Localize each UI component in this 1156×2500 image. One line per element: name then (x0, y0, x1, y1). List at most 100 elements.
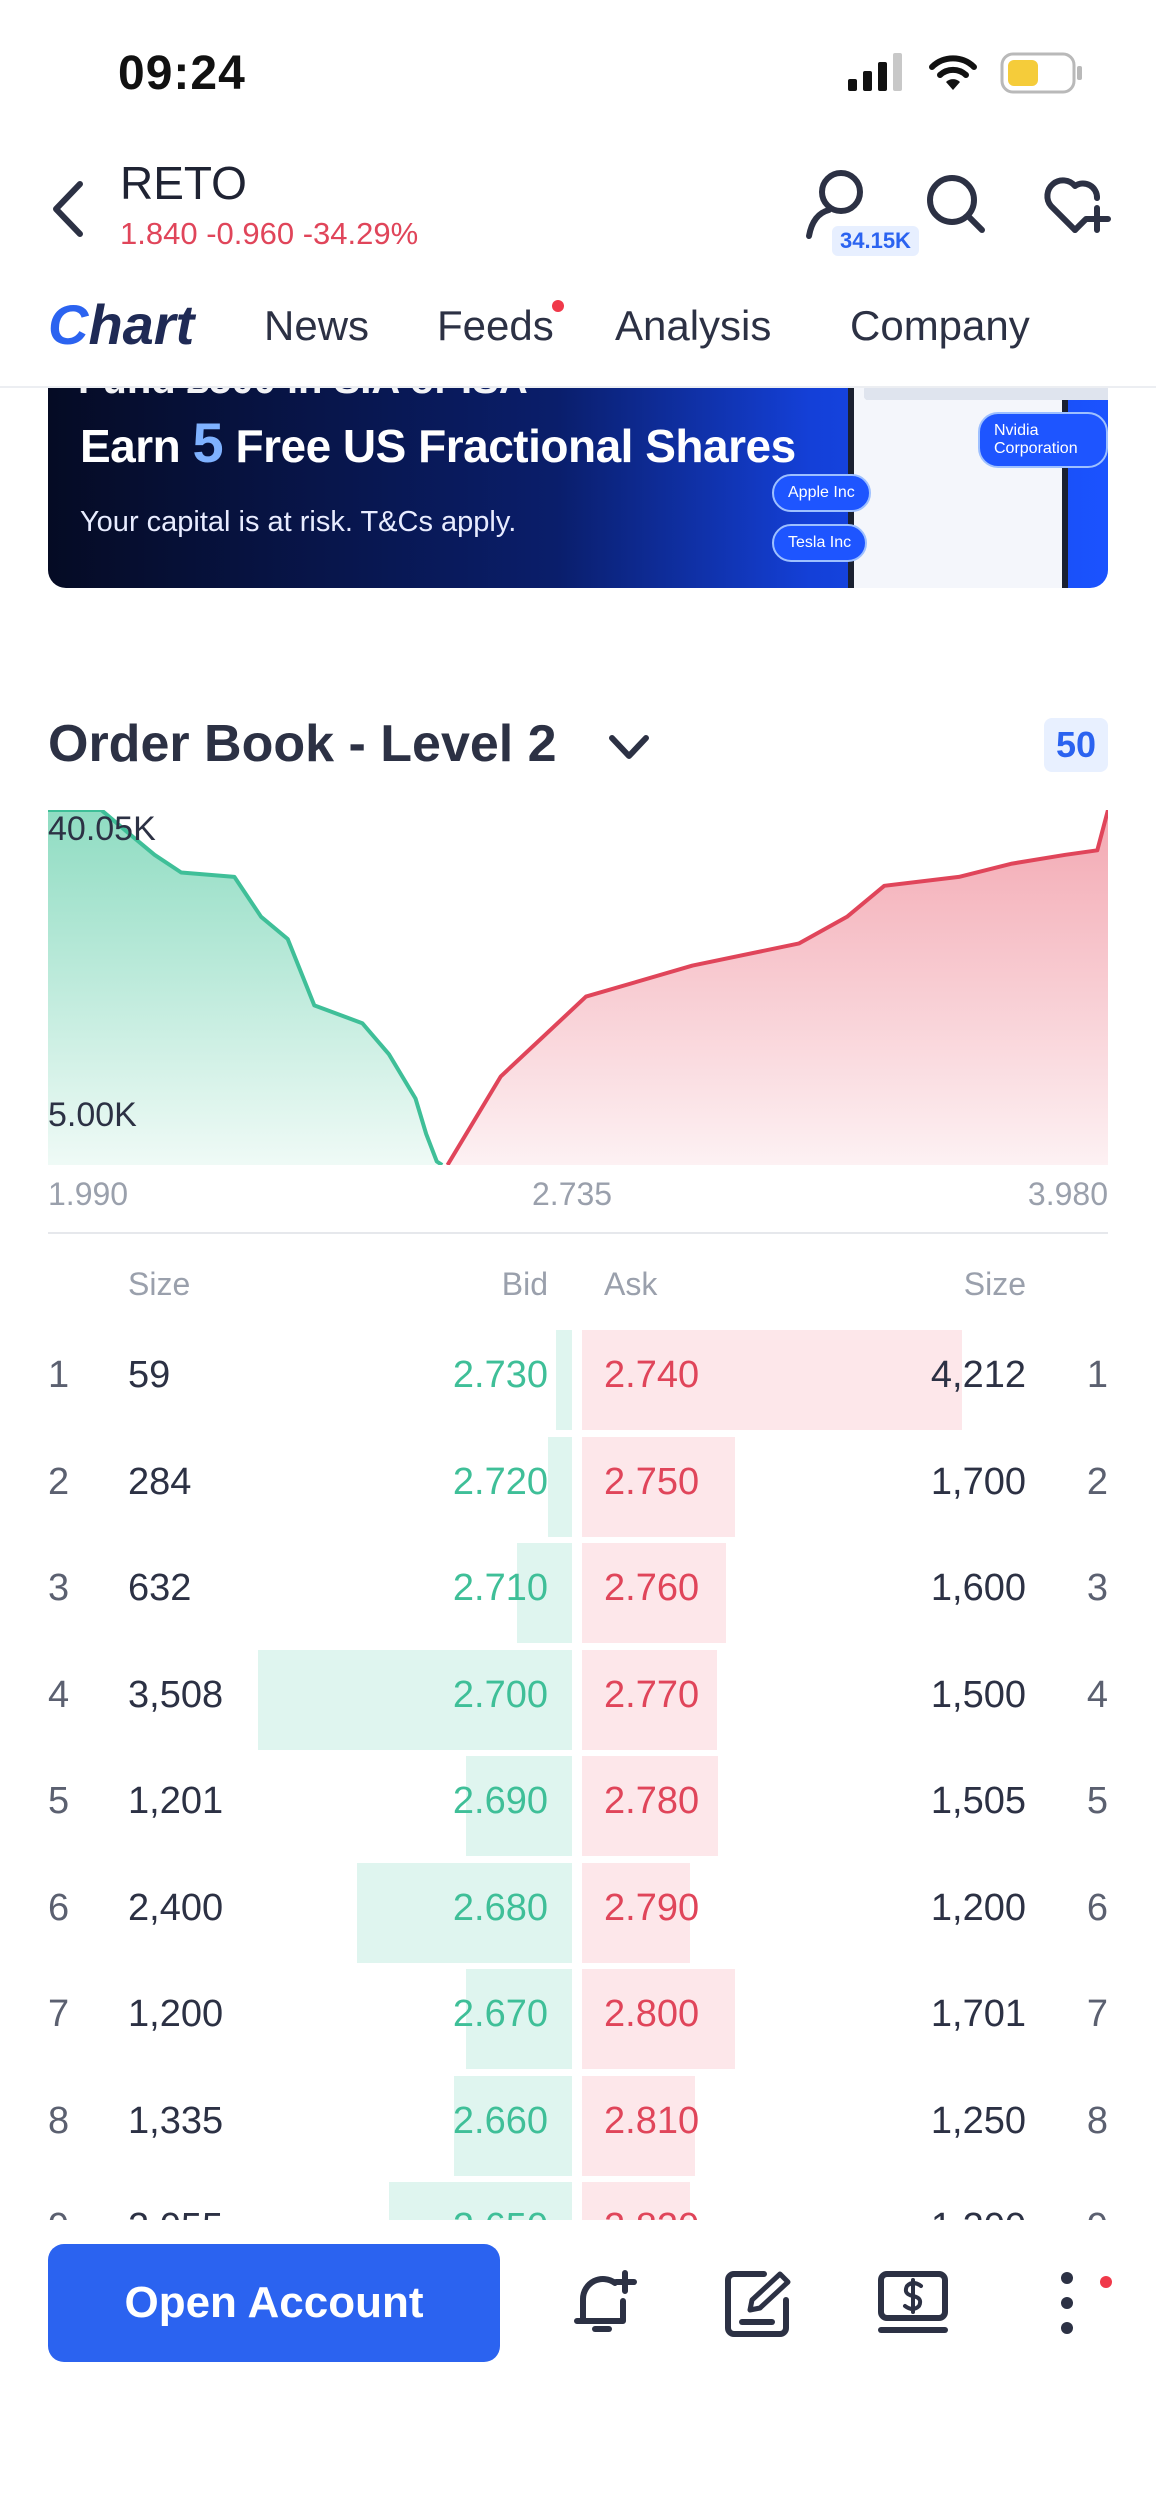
table-row[interactable]: 2 284 2.720 2.750 1,700 2 (0, 1427, 1156, 1537)
search-icon (927, 175, 985, 233)
bid-price: 2.680 (452, 1886, 548, 1929)
ask-size: 1,700 (930, 1460, 1026, 1503)
dollar-card-icon (878, 2271, 948, 2333)
table-row[interactable]: 1 59 2.730 2.740 4,212 1 (0, 1320, 1156, 1430)
ask-size: 1,200 (931, 2206, 1026, 2220)
ask-size: 1,200 (930, 1886, 1026, 1929)
chevron-down-icon[interactable] (606, 728, 652, 768)
header-actions: 34.15K (756, 164, 1116, 256)
ask-price: 2.740 (604, 1354, 700, 1396)
bid-level-index: 2 (48, 1460, 70, 1503)
bid-volume-bar (548, 1436, 574, 1537)
order-book-title[interactable]: Order Book - Level 2 (48, 715, 557, 773)
bid-volume-bar (258, 1649, 574, 1750)
ask-price: 2.780 (604, 1780, 700, 1822)
back-arrow-icon[interactable] (44, 174, 94, 244)
ask-size: 1,600 (930, 1567, 1026, 1609)
ask-volume-bar (582, 1756, 718, 1856)
depth-y-min-label: 5.00K (48, 1096, 137, 1134)
watchlist-add-button[interactable] (1036, 164, 1116, 244)
edit-note-icon (725, 2271, 791, 2337)
ask-price: 2.800 (604, 1993, 700, 2035)
tab-bar: Chart News Feeds Analysis Company (0, 290, 1156, 388)
ask-volume-bar (582, 1649, 717, 1750)
tab-chart[interactable]: Chart (48, 293, 195, 356)
banner-pill-tesla: Tesla Inc (772, 524, 868, 562)
ask-volume-bar (582, 1436, 735, 1537)
bid-size: 59 (128, 1354, 171, 1396)
ask-size: 1,500 (930, 1673, 1026, 1716)
person-icon (806, 170, 863, 239)
ask-level-index: 8 (1086, 2099, 1108, 2142)
bid-volume-bar (389, 2182, 574, 2220)
followers-button[interactable]: 34.15K (796, 164, 919, 256)
bid-price: 2.650 (453, 2206, 548, 2220)
order-book-rows: 1 59 2.730 2.740 4,212 1 2 284 2.720 2.750 1,700 2 3… (0, 1320, 1156, 2220)
bid-price: 2.710 (452, 1567, 548, 1609)
bid-volume-bar (466, 1756, 574, 1856)
bid-price: 2.660 (452, 2099, 548, 2142)
more-notification-dot (1100, 2276, 1112, 2288)
ask-depth-area (447, 810, 1108, 1165)
depth-x-mid-label: 2.735 (532, 1176, 613, 1212)
ask-volume-bar (582, 1862, 690, 1963)
ask-price: 2.790 (604, 1886, 700, 1929)
promo-banner[interactable]: Fund £500 in SIA or ISA Earn 5 Free US F… (48, 388, 1108, 588)
bid-size: 632 (128, 1567, 192, 1609)
bid-level-index: 7 (48, 1993, 70, 2035)
ask-level-index: 7 (1086, 1993, 1108, 2035)
bid-level-index: 6 (48, 1886, 70, 1929)
tab-company[interactable]: Company (850, 302, 1030, 349)
ask-size: 1,701 (930, 1993, 1026, 2035)
banner-pill-nvidia: Nvidia Corporation (978, 412, 1108, 468)
note-button[interactable] (714, 2258, 804, 2348)
bid-size: 1,201 (128, 1780, 224, 1822)
ask-depth-line (445, 810, 1108, 1165)
tab-feeds[interactable]: Feeds (437, 302, 554, 349)
banner-phone-image (848, 388, 1108, 588)
more-vertical-icon (1061, 2272, 1073, 2334)
ask-volume-bar (582, 2182, 690, 2220)
header-ask-size: Size (963, 1266, 1026, 1302)
status-icons (848, 52, 1084, 94)
search-button[interactable] (916, 164, 996, 244)
stock-header: RETO 1.840 -0.960 -34.29% 34.15K (0, 150, 1156, 270)
more-button[interactable] (1022, 2258, 1112, 2348)
table-row[interactable]: 8 1,335 2.660 2.810 1,250 8 (0, 2066, 1156, 2176)
table-row[interactable]: 4 3,508 2.700 2.770 1,500 4 (0, 1640, 1156, 1750)
table-row[interactable]: 7 1,200 2.670 2.800 1,701 7 (0, 1959, 1156, 2069)
bid-level-index: 9 (48, 2206, 69, 2220)
bid-volume-bar (556, 1330, 574, 1430)
ticker-symbol: RETO (120, 157, 247, 209)
signal-icon (848, 53, 902, 91)
bid-size: 3,508 (128, 1673, 224, 1716)
status-bar: 09:24 (0, 0, 1156, 150)
tab-news[interactable]: News (264, 302, 370, 349)
bid-volume-bar (466, 1969, 574, 2069)
axis-divider (48, 1232, 1108, 1234)
table-row[interactable]: 5 1,201 2.690 2.780 1,505 5 (0, 1746, 1156, 1856)
heart-plus-icon (1044, 177, 1111, 233)
bid-size: 1,335 (128, 2099, 224, 2142)
depth-x-max-label: 3.980 (1027, 1176, 1108, 1212)
tab-analysis[interactable]: Analysis (615, 302, 772, 349)
table-row[interactable]: 3 632 2.710 2.760 1,600 3 (0, 1533, 1156, 1643)
ask-level-index: 9 (1087, 2206, 1108, 2220)
price-alert-button[interactable] (560, 2258, 650, 2348)
table-row[interactable]: 6 2,400 2.680 2.790 1,200 6 (0, 1853, 1156, 1963)
depth-chart (48, 810, 1108, 1165)
bid-level-index: 3 (48, 1567, 70, 1609)
trade-button[interactable] (868, 2258, 958, 2348)
ask-level-index: 4 (1086, 1673, 1108, 1716)
price-quote: 1.840 -0.960 -34.29% (120, 216, 419, 251)
bid-size: 2,400 (128, 1886, 224, 1929)
header-ask: Ask (604, 1266, 658, 1302)
open-account-button[interactable]: Open Account (48, 2244, 500, 2362)
bid-depth-line (48, 810, 444, 1165)
bid-volume-bar (517, 1543, 574, 1643)
header-bid-size: Size (128, 1266, 191, 1302)
depth-selector[interactable]: 50 (1043, 718, 1108, 772)
bid-size: 284 (128, 1460, 192, 1503)
table-row[interactable]: 9 2,055 2.650 2.820 1,200 9 (0, 2172, 1156, 2220)
bottom-bar: Open Account (0, 2220, 1156, 2500)
